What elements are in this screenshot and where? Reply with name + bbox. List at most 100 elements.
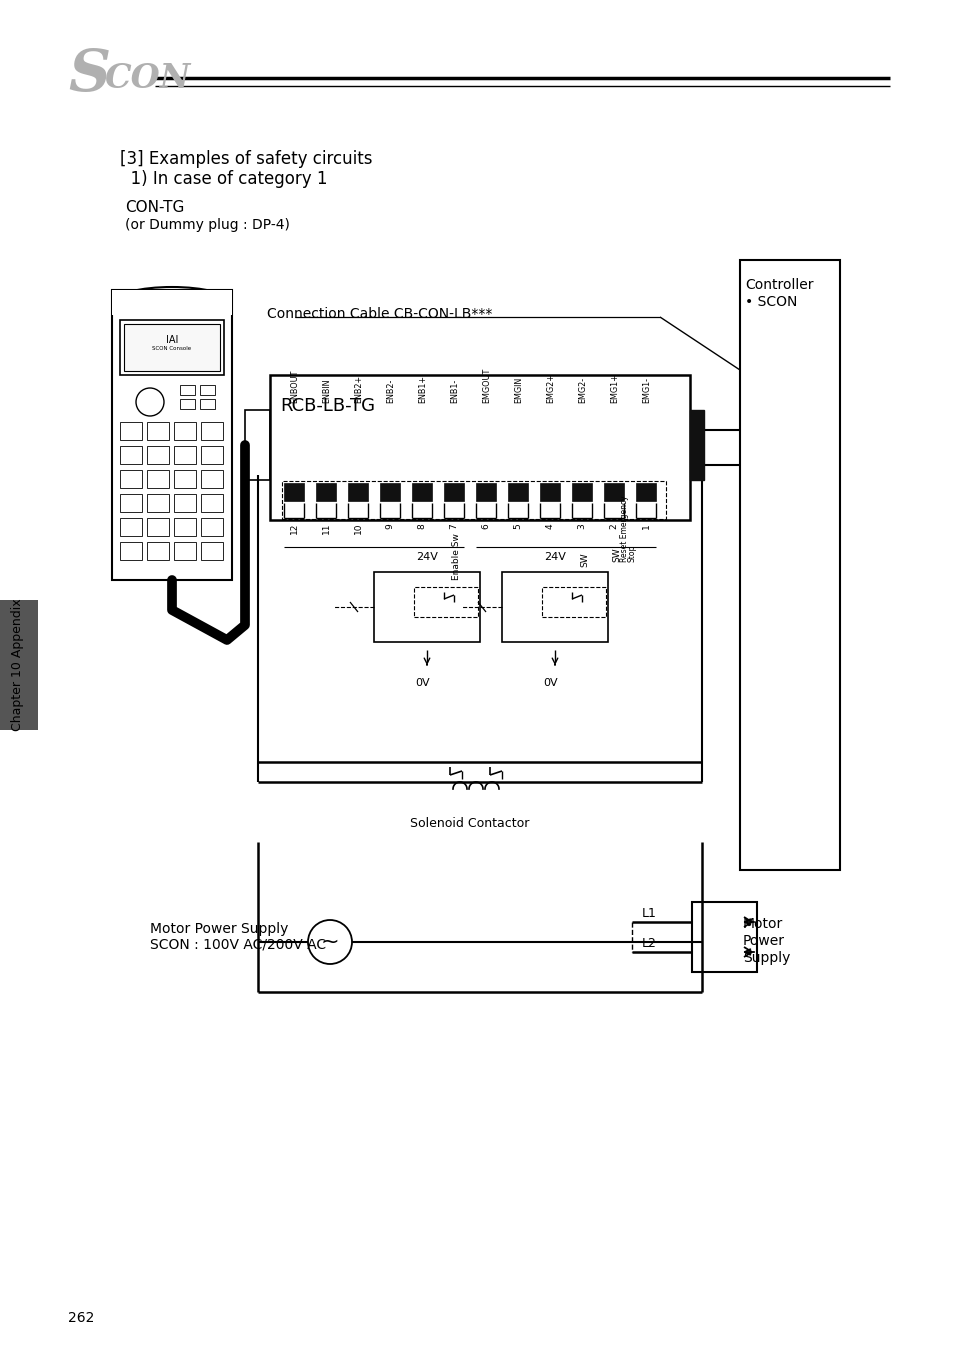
Bar [379, 483, 399, 501]
Text: EMG2-: EMG2- [578, 377, 586, 404]
Bar [200, 400, 214, 409]
Bar [374, 572, 479, 643]
Bar [147, 494, 169, 512]
Text: EMG1-: EMG1- [641, 377, 650, 404]
Text: 5: 5 [513, 522, 522, 529]
Bar [414, 587, 477, 617]
Text: CON: CON [105, 62, 191, 95]
Text: 6: 6 [481, 522, 490, 529]
Bar [120, 494, 142, 512]
Text: Chapter 10 Appendix: Chapter 10 Appendix [11, 598, 25, 732]
Text: RCB-LB-TG: RCB-LB-TG [280, 397, 375, 414]
Text: Motor Power Supply: Motor Power Supply [150, 922, 288, 936]
Text: Power: Power [742, 934, 784, 948]
Text: 10: 10 [354, 522, 362, 535]
Bar [147, 518, 169, 536]
Bar [201, 541, 223, 560]
Bar [173, 541, 195, 560]
Bar [245, 410, 270, 481]
Bar [691, 902, 757, 972]
Text: 2: 2 [609, 522, 618, 529]
Text: ENBIN: ENBIN [322, 378, 331, 404]
Bar [112, 290, 232, 580]
Bar [147, 446, 169, 464]
Bar [539, 483, 559, 501]
Bar [282, 481, 665, 518]
Text: 24V: 24V [416, 552, 437, 562]
Bar [689, 410, 703, 481]
Text: L1: L1 [641, 907, 657, 919]
Bar [201, 423, 223, 440]
Text: Enable Sw: Enable Sw [452, 533, 460, 580]
Text: ENBOUT: ENBOUT [290, 370, 298, 404]
Bar [147, 541, 169, 560]
Text: 262: 262 [68, 1311, 94, 1324]
Text: ENB2+: ENB2+ [354, 375, 363, 404]
Bar [147, 423, 169, 440]
Text: (or Dummy plug : DP-4): (or Dummy plug : DP-4) [125, 217, 290, 232]
Bar [0, 599, 38, 730]
Text: ~: ~ [320, 931, 339, 952]
Bar [112, 290, 232, 315]
Text: EMG1+: EMG1+ [609, 373, 618, 404]
Bar [348, 483, 368, 501]
Text: SW: SW [612, 547, 620, 562]
Text: Reset Emergency: Reset Emergency [619, 495, 628, 562]
Text: SW: SW [579, 552, 588, 567]
Text: SCON : 100V AC/200V AC: SCON : 100V AC/200V AC [150, 937, 326, 950]
Text: S: S [68, 47, 110, 103]
Text: EMGIN: EMGIN [514, 377, 522, 404]
Bar [173, 470, 195, 487]
Text: 12: 12 [289, 522, 298, 535]
Text: 1) In case of category 1: 1) In case of category 1 [120, 170, 327, 188]
Text: 7: 7 [449, 522, 458, 529]
Bar [270, 375, 689, 520]
Text: ENB1+: ENB1+ [417, 375, 427, 404]
Bar [201, 470, 223, 487]
Text: 4: 4 [545, 522, 554, 529]
Text: Controller: Controller [744, 278, 813, 292]
Bar [173, 446, 195, 464]
Bar [120, 470, 142, 487]
Text: ENB1-: ENB1- [450, 379, 458, 404]
Bar [173, 423, 195, 440]
Text: Solenoid Contactor: Solenoid Contactor [410, 817, 529, 830]
Bar [200, 385, 214, 396]
Bar [173, 494, 195, 512]
Bar [603, 483, 623, 501]
Bar [120, 518, 142, 536]
Bar [201, 494, 223, 512]
Text: ENB2-: ENB2- [386, 378, 395, 404]
Bar [541, 587, 605, 617]
Text: 8: 8 [417, 522, 426, 529]
Text: IAI: IAI [166, 335, 178, 346]
Bar [412, 483, 432, 501]
Text: 0V: 0V [543, 678, 558, 688]
Bar [120, 320, 224, 375]
Bar [501, 572, 607, 643]
Text: 9: 9 [385, 522, 395, 529]
Bar [180, 385, 194, 396]
Text: CON-TG: CON-TG [125, 200, 184, 215]
Text: • SCON: • SCON [744, 296, 797, 309]
Bar [572, 483, 592, 501]
Bar [120, 446, 142, 464]
Bar [740, 261, 840, 869]
Bar [636, 483, 656, 501]
Text: [3] Examples of safety circuits: [3] Examples of safety circuits [120, 150, 372, 167]
Text: L2: L2 [641, 937, 657, 950]
Bar [507, 483, 527, 501]
Bar [315, 483, 335, 501]
Bar [180, 400, 194, 409]
Text: 1: 1 [640, 522, 650, 529]
Bar [120, 423, 142, 440]
Text: EMG2+: EMG2+ [545, 373, 555, 404]
Text: 0V: 0V [416, 678, 430, 688]
Bar [124, 324, 220, 371]
Text: 24V: 24V [543, 552, 565, 562]
Bar [201, 446, 223, 464]
Text: Connection Cable CB-CON-LB***: Connection Cable CB-CON-LB*** [267, 306, 492, 321]
Text: EMGOUT: EMGOUT [481, 367, 491, 404]
Text: 3: 3 [577, 522, 586, 529]
Bar [201, 518, 223, 536]
